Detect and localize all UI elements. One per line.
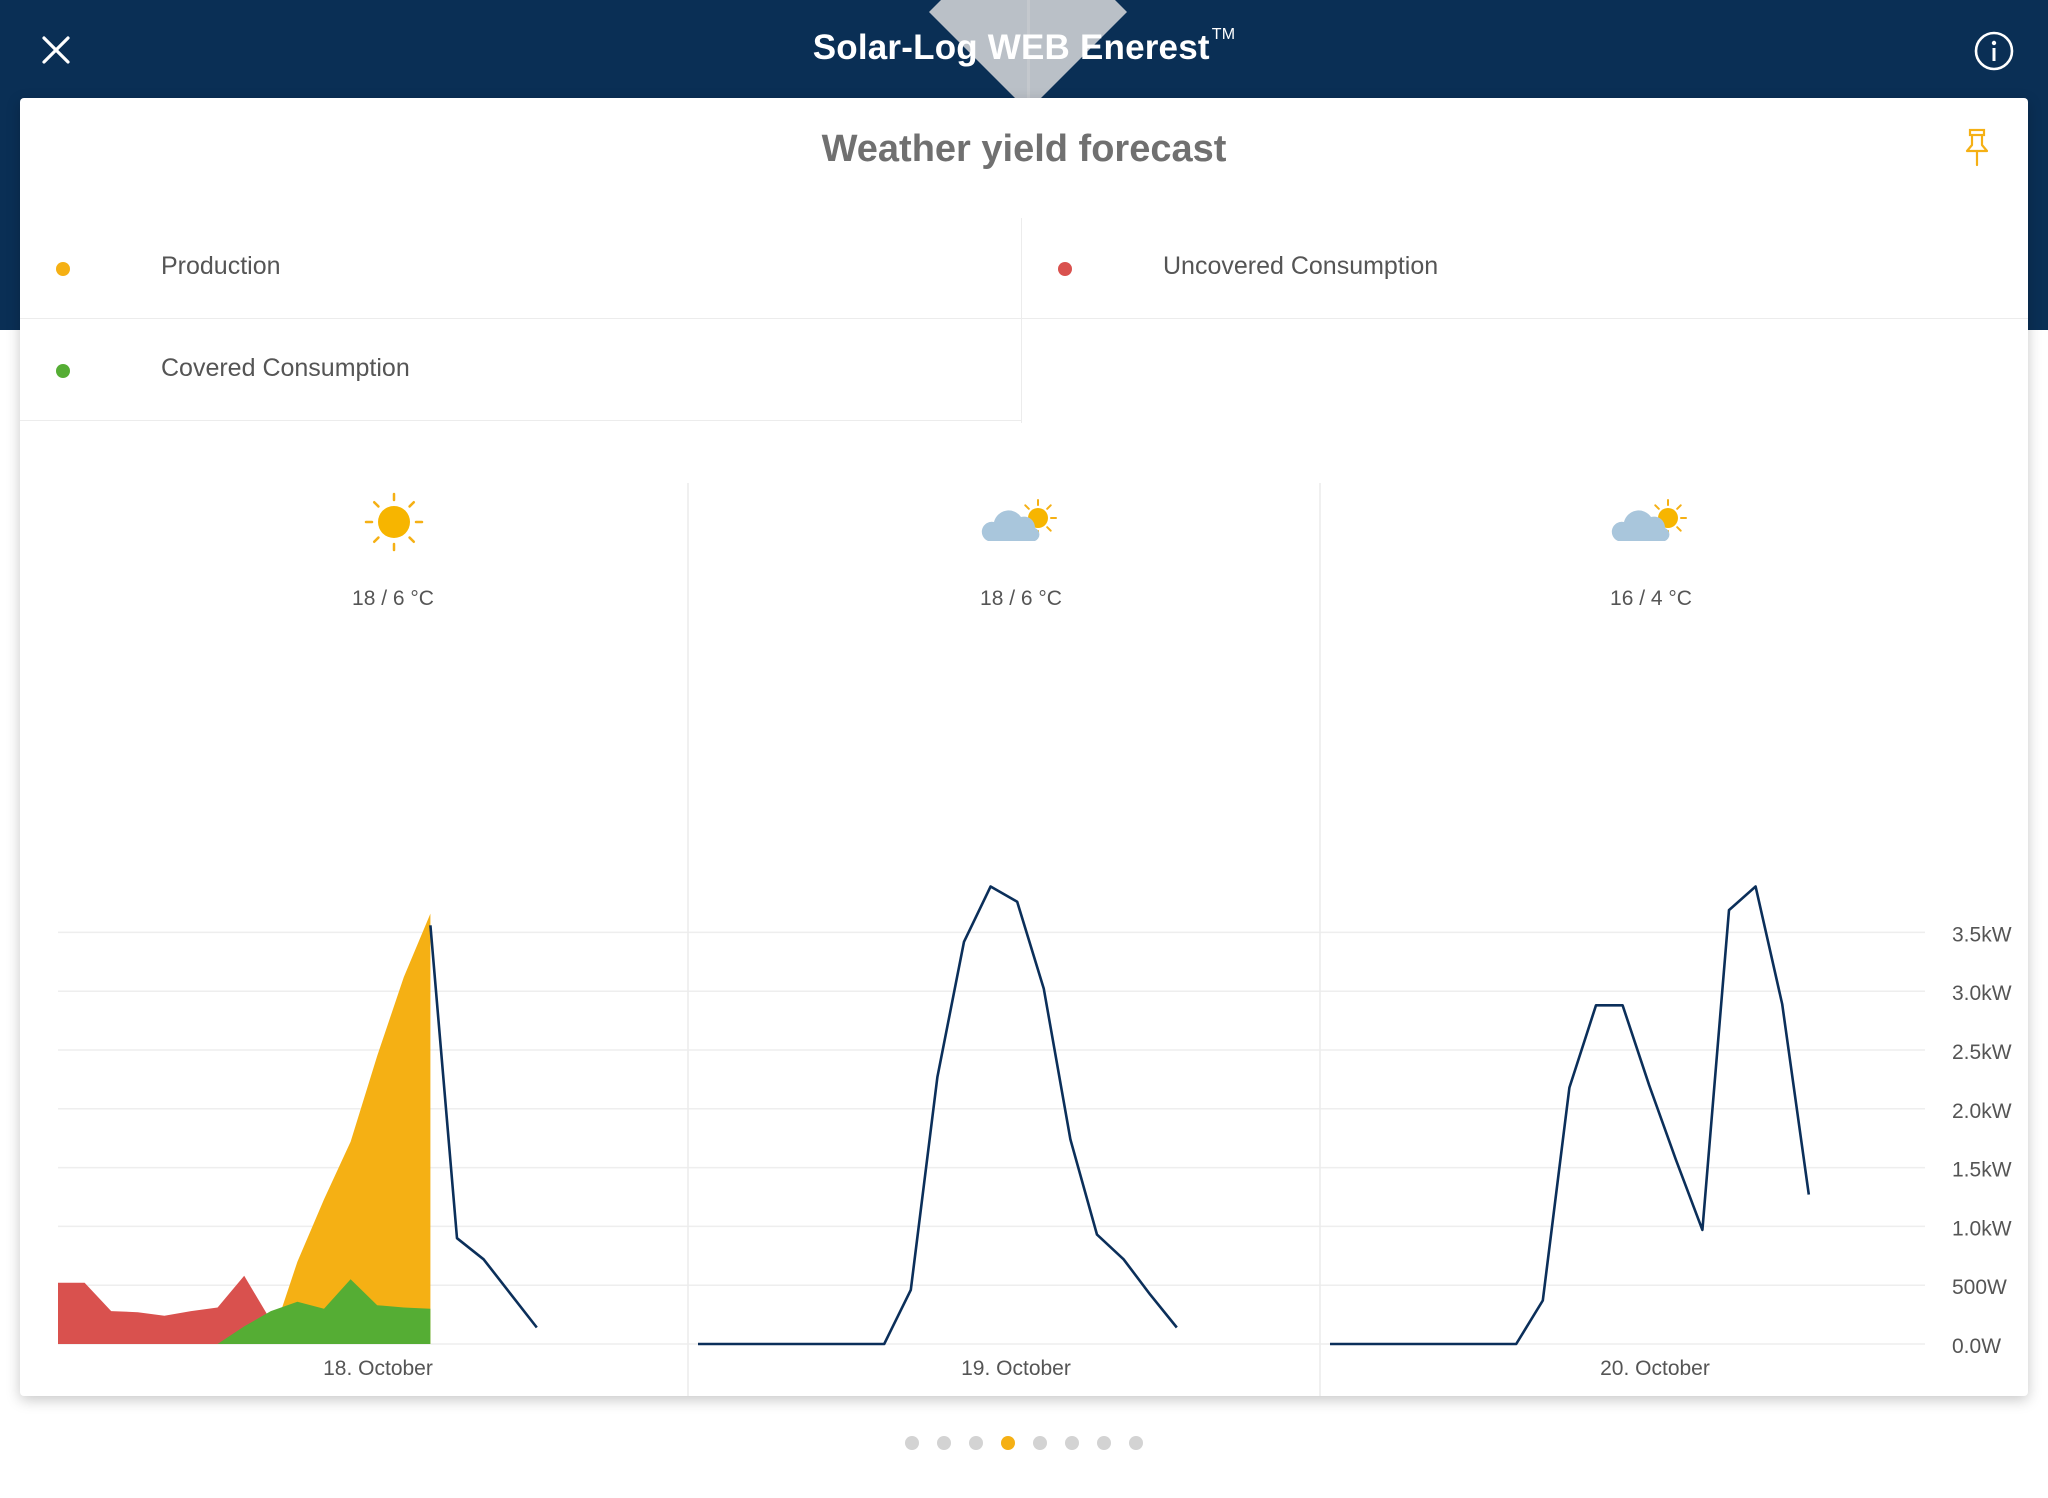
close-button[interactable] — [36, 30, 76, 70]
y-tick-label: 2.5kW — [1952, 1041, 2012, 1064]
legend-item-production: Production — [20, 218, 1021, 319]
legend-label-covered: Covered Consumption — [161, 354, 410, 382]
covered-consumption-area — [58, 1279, 431, 1344]
temperature-label: 16 / 4 °C — [1610, 587, 1692, 610]
page-dot[interactable] — [937, 1436, 951, 1450]
y-tick-label: 2.0kW — [1952, 1100, 2012, 1123]
date-label: 18. October — [323, 1357, 433, 1380]
page-dot[interactable] — [1097, 1436, 1111, 1450]
y-tick-label: 1.0kW — [1952, 1217, 2012, 1240]
legend-label-uncovered: Uncovered Consumption — [1163, 252, 1439, 280]
legend-dot-production — [56, 262, 70, 276]
y-tick-label: 500W — [1952, 1276, 2007, 1299]
legend-dot-uncovered — [1058, 262, 1072, 276]
forecast-line — [429, 925, 538, 1329]
page-dot[interactable] — [1065, 1436, 1079, 1450]
y-tick-label: 3.5kW — [1952, 923, 2012, 946]
page-dot[interactable] — [1001, 1436, 1015, 1450]
page-dot[interactable] — [905, 1436, 919, 1450]
app-title-text: Solar-Log WEB Enerest — [812, 28, 1210, 67]
sun-icon — [364, 492, 424, 552]
card-title: Weather yield forecast — [821, 128, 1227, 170]
page-dot[interactable] — [1129, 1436, 1143, 1450]
app-title: Solar-Log WEB Enerest TM — [0, 26, 2048, 68]
partly-cloudy-icon — [1611, 499, 1687, 541]
brand-logo-line — [1027, 0, 1030, 98]
legend-dot-covered — [56, 364, 70, 378]
pin-icon — [1965, 128, 1989, 167]
temperature-label: 18 / 6 °C — [980, 587, 1062, 610]
date-label: 19. October — [961, 1357, 1071, 1380]
forecast-line — [1330, 885, 1811, 1346]
info-button[interactable] — [1973, 30, 2015, 72]
production-area — [58, 913, 431, 1344]
y-tick-label: 1.5kW — [1952, 1159, 2012, 1182]
forecast-line — [698, 885, 1178, 1346]
y-tick-label: 0.0W — [1952, 1335, 2001, 1358]
legend-item-uncovered-consumption: Uncovered Consumption — [1022, 218, 2028, 319]
partly-cloudy-icon — [981, 499, 1057, 541]
uncovered-consumption-area — [58, 1275, 431, 1344]
trademark-mark: TM — [1211, 26, 1236, 43]
info-icon — [1974, 31, 2014, 71]
legend-divider — [1021, 218, 1022, 423]
temperature-label: 18 / 6 °C — [352, 587, 434, 610]
page-dot[interactable] — [1033, 1436, 1047, 1450]
page-dot[interactable] — [969, 1436, 983, 1450]
forecast-card: Weather yield forecast Production Uncove… — [20, 98, 2028, 1396]
date-label: 20. October — [1600, 1357, 1710, 1380]
close-icon — [42, 36, 70, 64]
pin-button[interactable] — [1962, 128, 1992, 168]
page-indicator — [0, 1436, 2048, 1456]
legend-label-production: Production — [161, 252, 281, 280]
forecast-chart: 0.0W 500W 1.0kW 1.5kW 2.0kW 2.5kW 3.0kW 3.5kW 18… — [58, 483, 2012, 1396]
y-tick-label: 3.0kW — [1952, 982, 2012, 1005]
legend-item-covered-consumption: Covered Consumption — [20, 320, 1021, 421]
